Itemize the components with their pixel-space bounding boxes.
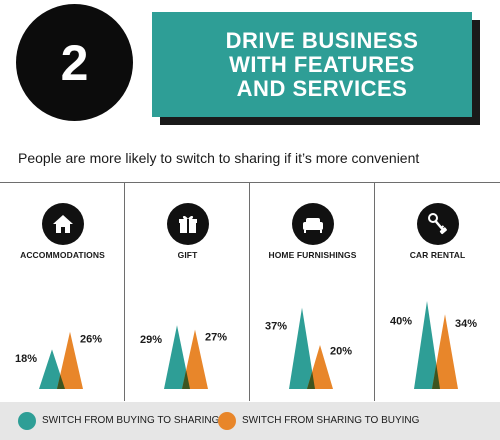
data-label-sharing-to-buying: 20% — [330, 345, 352, 357]
bar-sharing-to-buying — [182, 329, 208, 389]
bar-buying-to-sharing — [289, 307, 315, 389]
triangle-chart: 40% 34% — [390, 301, 477, 389]
data-label-sharing-to-buying: 34% — [455, 318, 477, 330]
page-subtitle: People are more likely to switch to shar… — [18, 150, 420, 166]
category-label: ACCOMMODATIONS — [20, 250, 105, 260]
bar-overlap — [57, 374, 65, 389]
gift-icon — [166, 203, 209, 245]
bar-sharing-to-buying — [57, 331, 83, 389]
house-icon — [41, 203, 84, 245]
legend-swatch-teal — [18, 412, 36, 430]
sofa-icon — [291, 203, 334, 245]
top-divider — [0, 182, 500, 183]
triangle-chart: 29% 27% — [140, 325, 227, 389]
data-label-sharing-to-buying: 26% — [80, 334, 102, 346]
category-column-home-furnishings: HOME FURNISHINGS 37% 20% — [250, 183, 375, 401]
bar-sharing-to-buying — [432, 314, 458, 389]
column-divider — [249, 183, 250, 401]
step-number-badge: 2 — [16, 4, 133, 121]
category-label: CAR RENTAL — [409, 250, 466, 260]
bar-buying-to-sharing — [39, 349, 65, 389]
data-label-buying-to-sharing: 37% — [265, 321, 287, 333]
data-label-buying-to-sharing: 18% — [15, 353, 37, 365]
category-label: HOME FURNISHINGS — [268, 250, 357, 260]
legend: SWITCH FROM BUYING TO SHARING SWITCH FRO… — [0, 402, 500, 440]
bar-overlap — [432, 364, 440, 389]
bar-sharing-to-buying — [307, 345, 333, 389]
column-divider — [374, 183, 375, 401]
title-banner: DRIVE BUSINESS WITH FEATURES AND SERVICE… — [152, 12, 472, 117]
bar-buying-to-sharing — [164, 325, 190, 389]
page-title: DRIVE BUSINESS WITH FEATURES AND SERVICE… — [225, 27, 419, 101]
column-divider — [124, 183, 125, 401]
legend-swatch-orange — [218, 412, 236, 430]
car-keys-icon — [416, 203, 459, 245]
triangle-chart: 37% 20% — [265, 307, 352, 389]
category-label: GIFT — [177, 250, 198, 260]
legend-label: SWITCH FROM SHARING TO BUYING — [242, 415, 420, 426]
category-column-gift: GIFT 29% 27% — [125, 183, 250, 401]
data-label-buying-to-sharing: 40% — [390, 315, 412, 327]
bar-buying-to-sharing — [414, 301, 440, 389]
triangle-chart: 18% 26% — [15, 331, 102, 389]
bar-overlap — [182, 370, 190, 389]
category-column-car-rental: CAR RENTAL 40% 34% — [375, 183, 500, 401]
category-column-accommodations: ACCOMMODATIONS 18% 26% — [0, 183, 125, 401]
bar-overlap — [307, 372, 315, 389]
data-label-buying-to-sharing: 29% — [140, 334, 162, 346]
data-label-sharing-to-buying: 27% — [205, 332, 227, 344]
legend-label: SWITCH FROM BUYING TO SHARING — [42, 415, 220, 426]
